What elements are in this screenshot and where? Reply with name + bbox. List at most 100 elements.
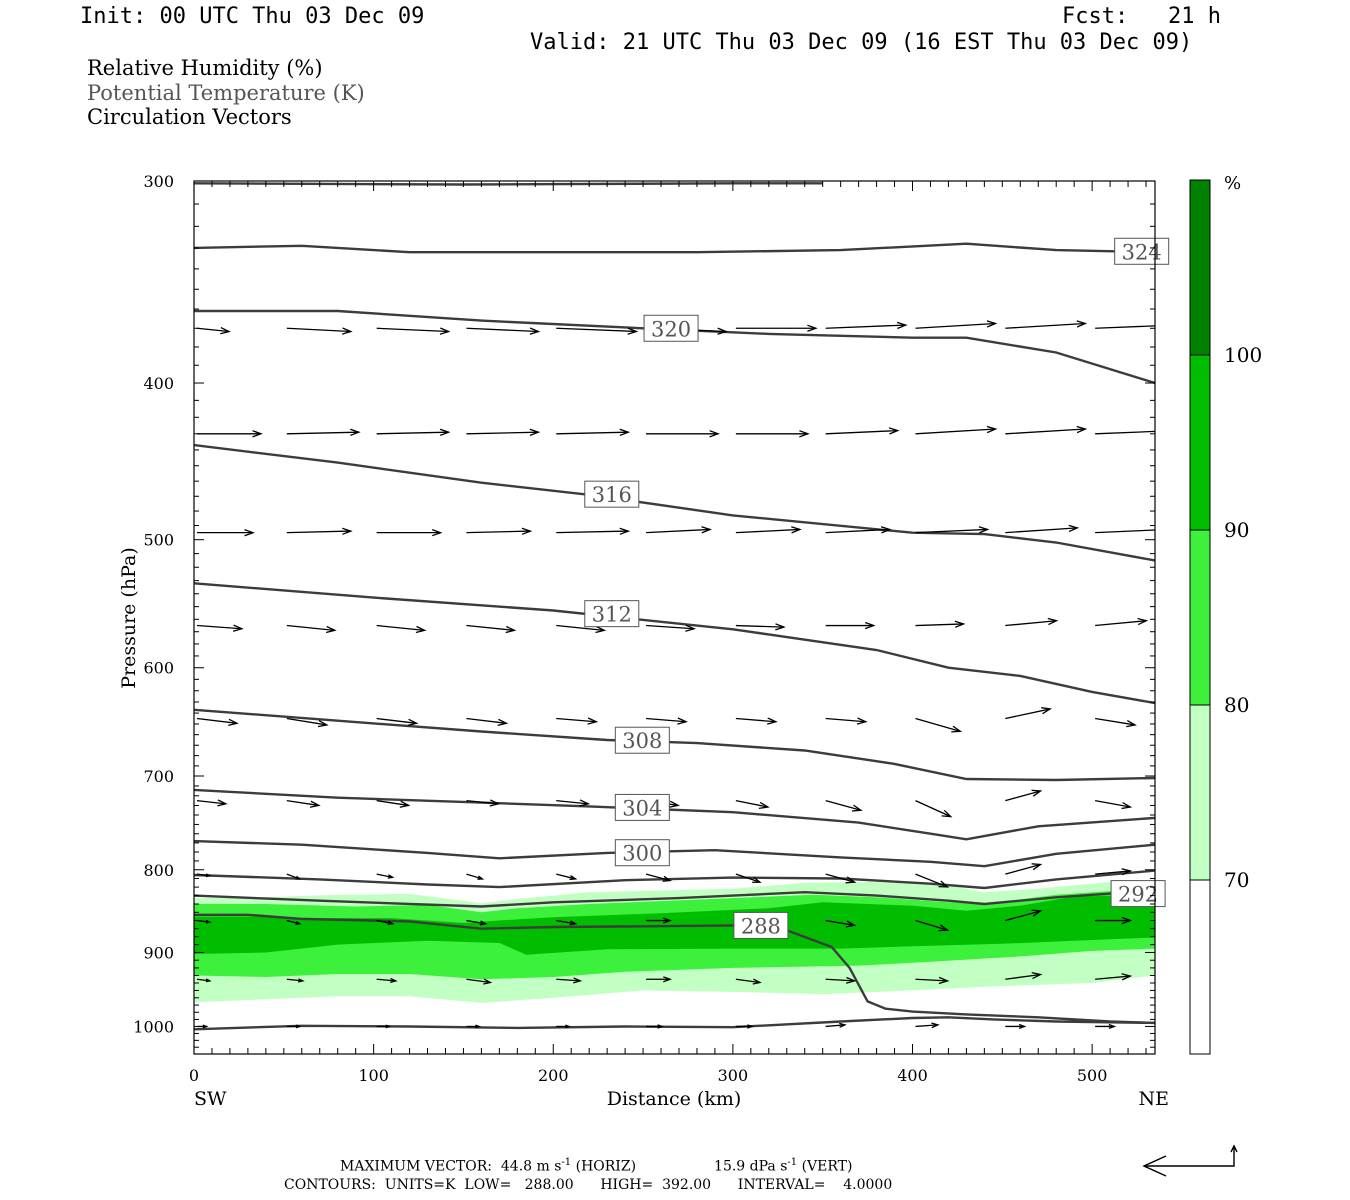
vector-arrow: [825, 873, 857, 884]
vector-arrow: [197, 430, 263, 438]
vector-shaft: [466, 873, 483, 880]
vector-arrow: [466, 527, 533, 535]
vector-arrow: [1095, 717, 1137, 728]
vector-arrow: [376, 624, 427, 634]
vector-shaft: [286, 873, 300, 880]
vector-head: [295, 920, 302, 925]
vector-arrow: [376, 873, 395, 879]
vector-arrow: [646, 624, 697, 632]
vector-head: [475, 1024, 482, 1029]
vector-arrow: [915, 526, 990, 534]
vector-shaft: [646, 717, 687, 723]
vector-shaft: [1095, 799, 1131, 808]
vector-arrow: [735, 799, 770, 810]
rh-area-90: [194, 894, 1155, 955]
vector-shaft: [1005, 322, 1086, 329]
vector-arrow: [735, 526, 802, 534]
contour-label-box: [1110, 880, 1166, 908]
vector-head: [205, 919, 212, 924]
contour-label-text: 312: [592, 603, 632, 627]
vector-head: [521, 527, 533, 535]
contour-label-320: 320: [643, 314, 699, 342]
theta-contour-324: [194, 242, 1155, 254]
vector-head: [497, 718, 509, 727]
vector-arrow: [556, 799, 591, 807]
vector-arrow: [556, 527, 631, 535]
vector-arrow: [556, 977, 583, 984]
vector-arrow: [1005, 789, 1043, 802]
vector-head: [619, 428, 631, 437]
vector-arrow: [556, 717, 599, 725]
vector-head: [662, 875, 672, 882]
vector-arrow: [1005, 909, 1043, 922]
vector-shaft: [915, 978, 948, 982]
vector-head: [489, 799, 501, 807]
vector-head: [856, 717, 868, 725]
vector-arrow: [196, 799, 228, 807]
vector-head: [325, 625, 337, 634]
vector-shaft: [825, 1024, 845, 1028]
vector-arrow: [376, 717, 419, 727]
vector-head: [978, 526, 990, 534]
contour-label-292: 292: [1110, 880, 1166, 908]
vector-shaft: [646, 624, 695, 630]
vector-arrow: [286, 919, 302, 925]
vector-arrow: [466, 1024, 482, 1029]
vector-shaft: [286, 530, 351, 534]
colorbar-label-70: 70: [1224, 868, 1249, 892]
vector-head: [758, 801, 770, 810]
vector-arrow: [376, 977, 398, 984]
vector-head: [657, 1024, 664, 1029]
vector-shaft: [466, 799, 499, 805]
vector-head: [569, 875, 578, 881]
vector-shaft: [646, 528, 711, 534]
vector-arrow: [1095, 973, 1133, 981]
colorbar-segment-3: [1190, 355, 1210, 530]
contour-label-box: [614, 839, 670, 867]
vector-head: [799, 430, 810, 438]
vector-head: [385, 1024, 392, 1029]
vector-arrow: [646, 1024, 664, 1029]
vector-arrow: [466, 428, 541, 437]
vector-head: [685, 624, 697, 632]
colorbar-segment-0: [1190, 880, 1210, 1054]
vector-head: [1031, 971, 1043, 980]
contour-label-text: 316: [592, 483, 632, 507]
vector-shaft: [196, 873, 210, 877]
vector-arrow: [1005, 971, 1043, 980]
contour-label-box: [614, 793, 670, 821]
vector-shaft: [556, 919, 576, 925]
vector-head: [986, 425, 998, 434]
vector-shaft: [376, 327, 449, 333]
vector-head: [252, 430, 263, 438]
x-tick-label: 200: [538, 1066, 569, 1085]
vector-arrow: [376, 428, 451, 437]
vector-arrow: [915, 1022, 940, 1029]
vector-head: [1076, 425, 1088, 434]
vector-shaft: [825, 978, 855, 982]
vector-arrow: [1005, 617, 1059, 627]
vector-shaft: [286, 624, 335, 631]
vector-shaft: [825, 528, 890, 534]
x-tick-label: 0: [189, 1066, 199, 1085]
x-tick-label: 100: [358, 1066, 389, 1085]
theta-contour-top: [194, 182, 823, 186]
y-tick-label: 600: [143, 659, 174, 678]
vector-shaft: [196, 978, 210, 982]
vector-head: [938, 976, 950, 985]
vector-head: [295, 875, 302, 880]
colorbar-unit: %: [1224, 173, 1241, 194]
vector-head: [663, 976, 673, 983]
colorbar-segment-2: [1190, 530, 1210, 705]
vector-shaft: [1005, 790, 1041, 802]
vector-shaft: [376, 431, 449, 435]
vector-head: [1121, 801, 1133, 810]
vector-arrow: [556, 919, 578, 926]
vector-head: [619, 527, 631, 535]
vector-arrow: [825, 526, 892, 534]
vector-head: [941, 809, 953, 818]
vector-head: [709, 430, 720, 438]
vector-arrow: [915, 620, 966, 628]
vector-head: [202, 1024, 209, 1029]
vector-arrow: [466, 799, 501, 807]
